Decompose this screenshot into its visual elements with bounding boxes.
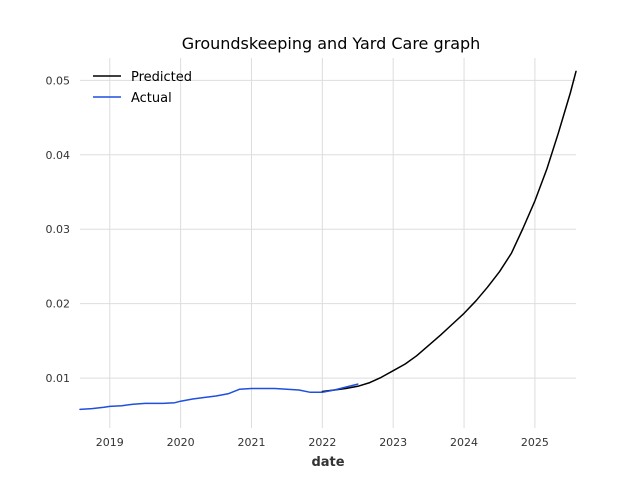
y-tick-label: 0.05	[46, 74, 71, 87]
series-line-predicted	[321, 70, 577, 393]
x-tick-label: 2021	[237, 436, 265, 449]
x-tick-label: 2019	[96, 436, 124, 449]
y-tick-label: 0.01	[46, 372, 71, 385]
legend: Predicted Actual	[93, 70, 192, 106]
series-lines	[79, 70, 577, 411]
y-tick-label: 0.04	[46, 149, 71, 162]
x-axis-ticks: 2019 2020 2021 2022 2023 2024 2025	[96, 436, 549, 449]
legend-label-predicted: Predicted	[131, 70, 192, 85]
chart-title: Groundskeeping and Yard Care graph	[182, 34, 481, 53]
series-line-actual	[79, 383, 359, 411]
legend-label-actual: Actual	[131, 91, 172, 106]
y-axis-ticks: 0.01 0.02 0.03 0.04 0.05	[46, 74, 71, 385]
x-tick-label: 2022	[308, 436, 336, 449]
x-tick-label: 2020	[167, 436, 195, 449]
x-tick-label: 2025	[521, 436, 549, 449]
x-axis-label: date	[311, 455, 344, 470]
x-tick-label: 2023	[379, 436, 407, 449]
grid-lines	[80, 58, 576, 428]
y-tick-label: 0.03	[46, 223, 71, 236]
x-tick-label: 2024	[450, 436, 478, 449]
y-tick-label: 0.02	[46, 298, 71, 311]
